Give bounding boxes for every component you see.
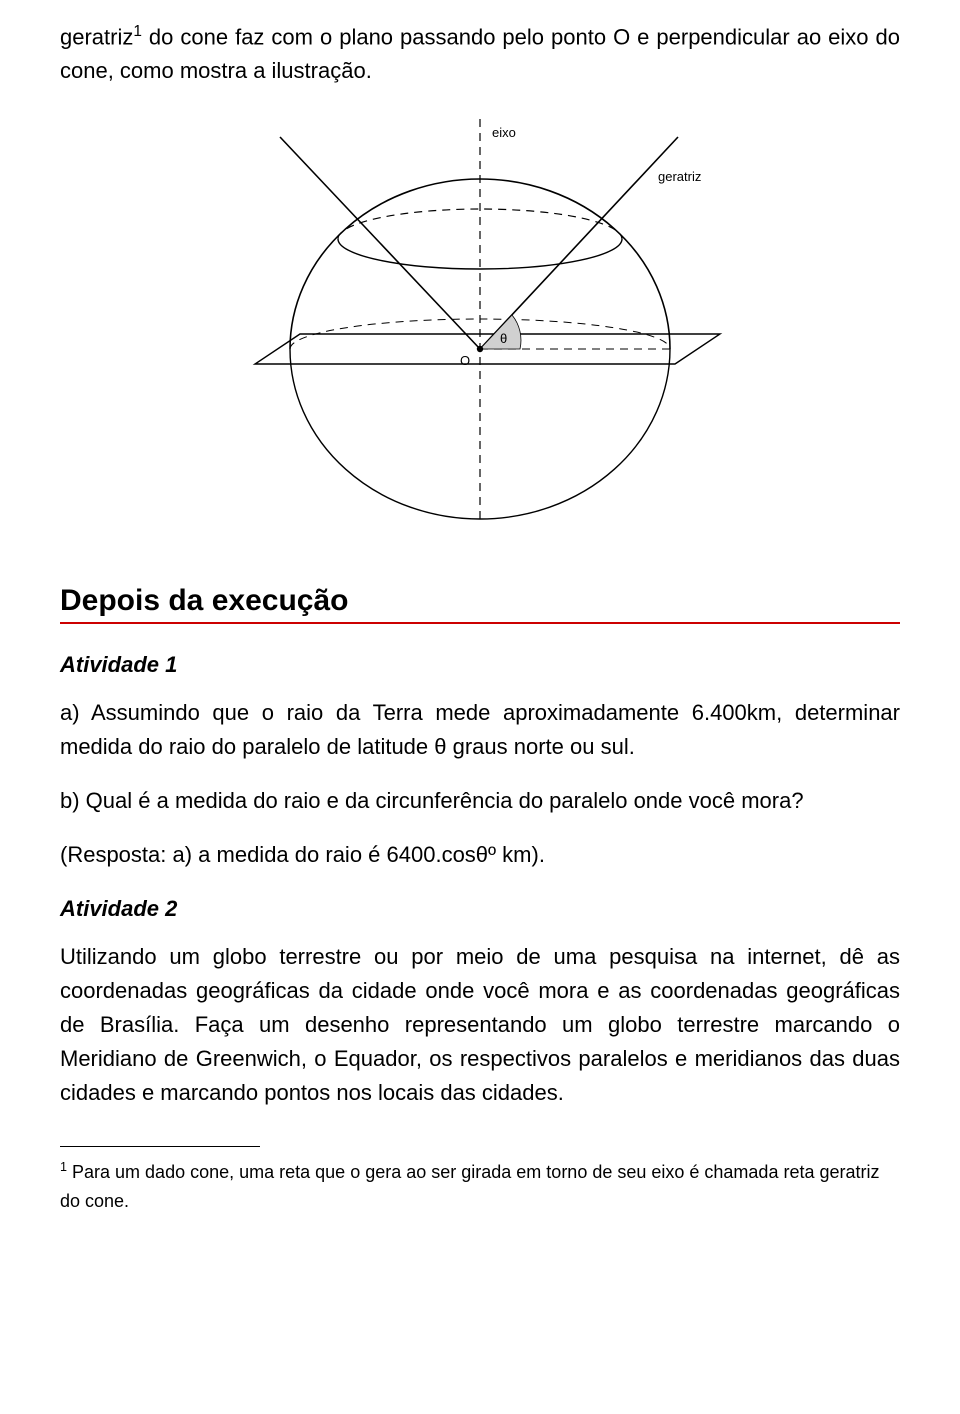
footnote-text: Para um dado cone, uma reta que o gera a… xyxy=(60,1162,880,1211)
origin-point xyxy=(477,345,483,351)
intro-paragraph: geratriz1 do cone faz com o plano passan… xyxy=(60,20,900,89)
intro-sup: 1 xyxy=(133,23,142,40)
activity-2-title: Atividade 2 xyxy=(60,896,900,922)
footnote: 1 Para um dado cone, uma reta que o gera… xyxy=(60,1157,900,1216)
generatrix-left xyxy=(280,137,480,349)
axis-label: eixo xyxy=(492,125,516,140)
section-heading: Depois da execução xyxy=(60,584,900,624)
activity-1-title: Atividade 1 xyxy=(60,652,900,678)
angle-label: θ xyxy=(500,331,507,346)
activity-1-item-a: a) Assumindo que o raio da Terra mede ap… xyxy=(60,696,900,764)
footnote-marker: 1 xyxy=(60,1160,67,1174)
cone-sphere-diagram: eixo geratriz θ O xyxy=(60,119,900,544)
activity-2-body: Utilizando um globo terrestre ou por mei… xyxy=(60,940,900,1110)
activity-1-item-b: b) Qual é a medida do raio e da circunfe… xyxy=(60,784,900,818)
generatrix-label: geratriz xyxy=(658,169,701,184)
intro-before-sup: geratriz xyxy=(60,24,133,49)
footnote-rule xyxy=(60,1146,260,1147)
origin-label: O xyxy=(460,353,470,368)
diagram-svg: eixo geratriz θ O xyxy=(220,119,740,539)
intro-after-sup: do cone faz com o plano passando pelo po… xyxy=(60,24,900,83)
activity-1-answer: (Resposta: a) a medida do raio é 6400.co… xyxy=(60,838,900,872)
